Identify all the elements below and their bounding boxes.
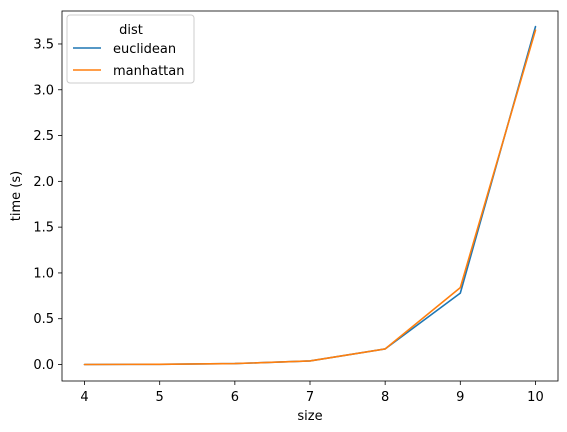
y-tick-label: 3.0 [33, 83, 54, 98]
legend-title: dist [119, 23, 143, 38]
x-tick-label: 8 [381, 390, 389, 405]
legend-box [66, 14, 195, 84]
legend-label-manhattan: manhattan [113, 64, 184, 79]
y-tick-label: 0.5 [33, 312, 54, 327]
y-tick-label: 2.5 [33, 129, 54, 144]
x-tick-label: 6 [231, 390, 239, 405]
x-axis-ticks: 4 5 6 7 8 9 10 [80, 381, 544, 405]
series-lines [83, 25, 537, 366]
x-tick-label: 10 [527, 390, 544, 405]
y-axis-ticks: 0.0 0.5 1.0 1.5 2.0 2.5 3.0 3.5 [33, 37, 62, 373]
y-tick-label: 3.5 [33, 37, 54, 52]
x-tick-label: 5 [156, 390, 164, 405]
y-tick-label: 0.0 [33, 358, 54, 373]
x-axis-label: size [297, 409, 322, 424]
y-tick-label: 2.0 [33, 175, 54, 190]
legend: dist euclidean manhattan [66, 14, 195, 84]
y-tick-label: 1.0 [33, 266, 54, 281]
series-line-manhattan [83, 29, 537, 366]
y-axis-label: time (s) [9, 171, 24, 221]
x-tick-label: 9 [456, 390, 464, 405]
x-tick-label: 4 [80, 390, 88, 405]
legend-label-euclidean: euclidean [113, 42, 176, 57]
x-tick-label: 7 [306, 390, 314, 405]
y-tick-label: 1.5 [33, 221, 54, 236]
